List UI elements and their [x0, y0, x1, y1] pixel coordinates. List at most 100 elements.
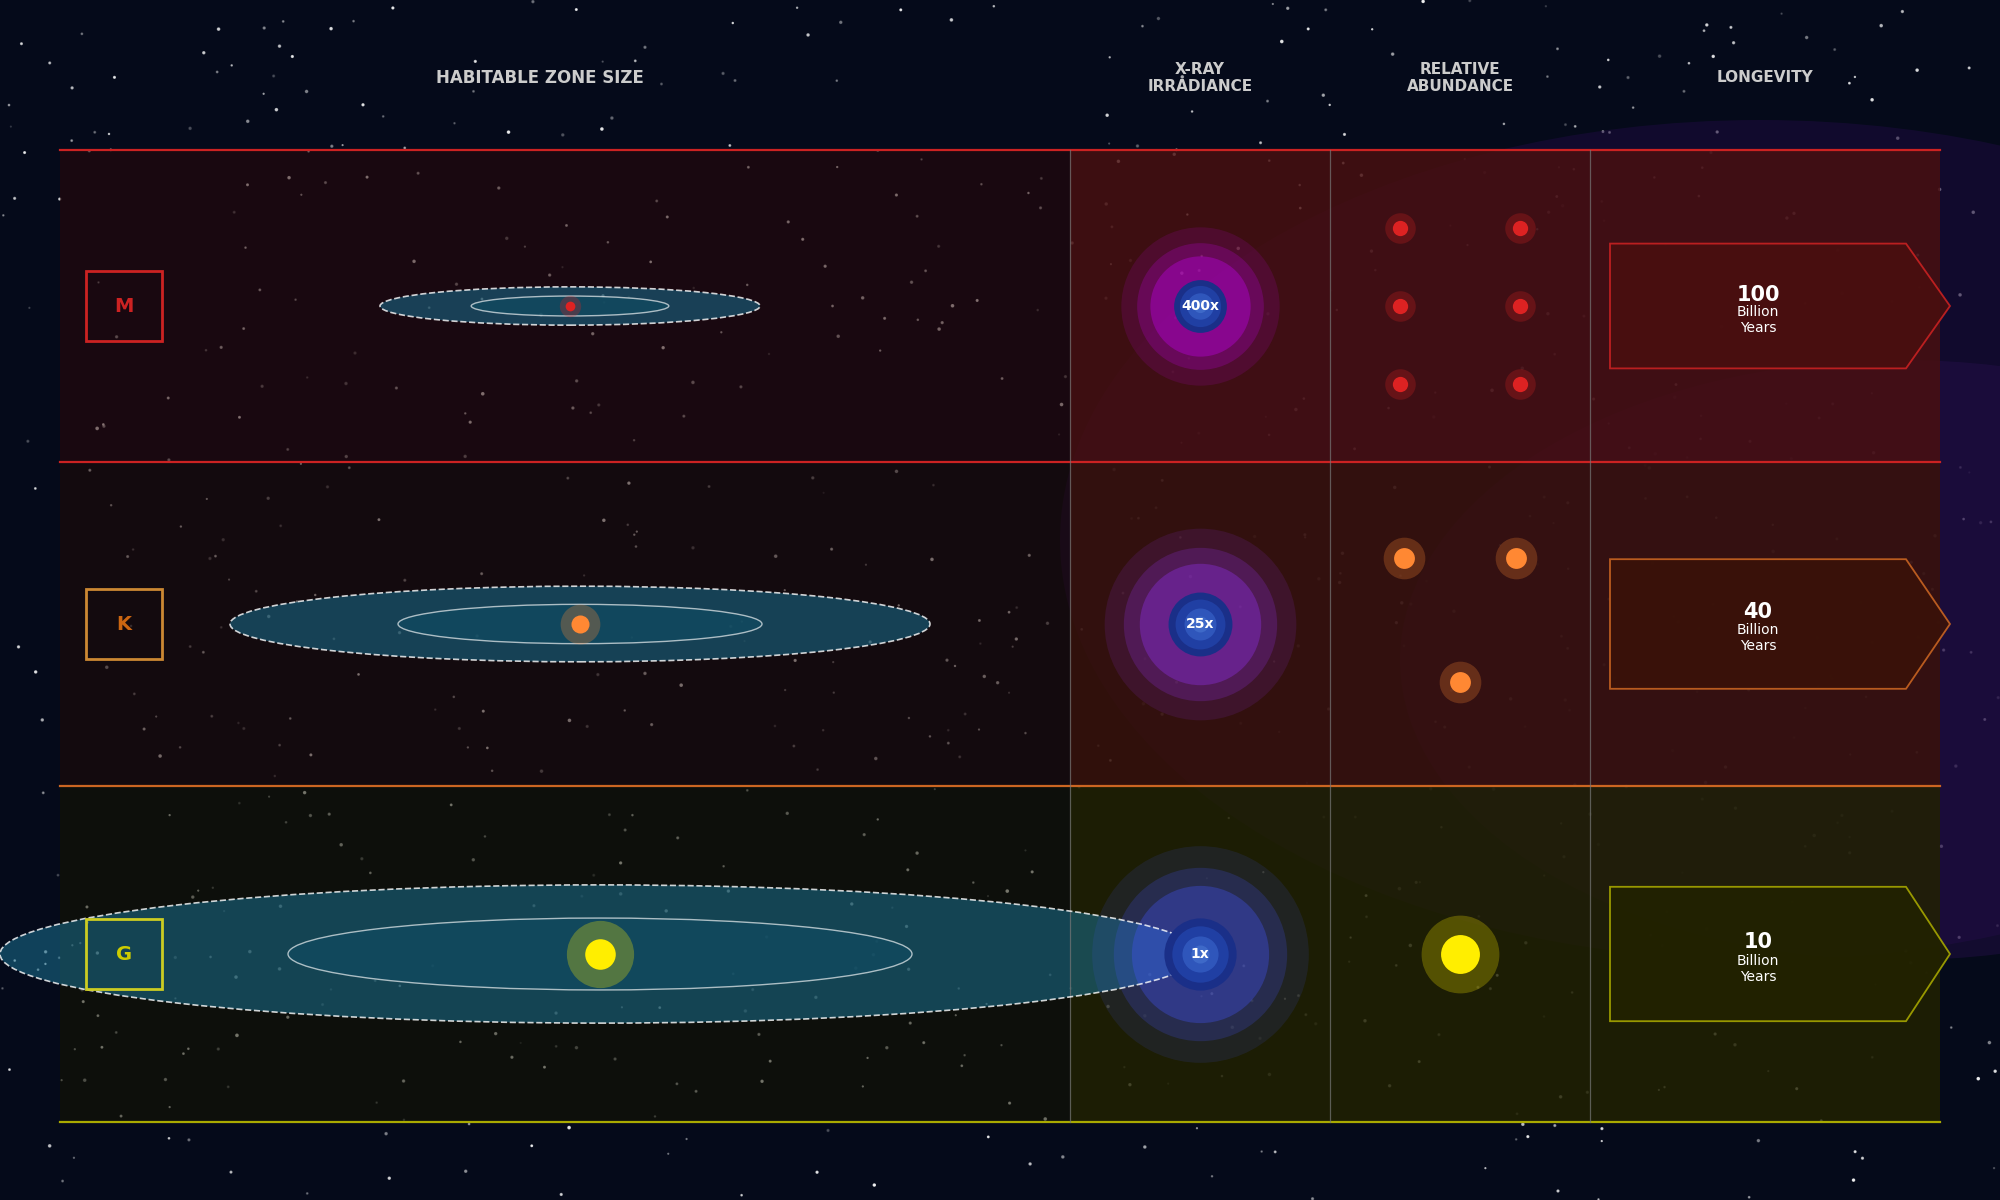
Point: [818, 653, 850, 672]
Point: [476, 761, 508, 780]
Point: [1290, 528, 1322, 547]
Point: [206, 618, 238, 637]
Point: [1010, 841, 1042, 860]
Point: [1160, 672, 1192, 691]
Point: [1600, 994, 1632, 1013]
Point: [352, 168, 384, 187]
Point: [1064, 778, 1096, 797]
Point: [330, 446, 362, 466]
Point: [1948, 510, 1980, 529]
Point: [1554, 701, 1586, 720]
Point: [812, 1121, 844, 1140]
Point: [1394, 594, 1426, 613]
Point: [854, 632, 886, 652]
Point: [556, 398, 588, 418]
Point: [712, 882, 744, 901]
Point: [1768, 552, 1800, 571]
Point: [1510, 718, 1542, 737]
Point: [164, 738, 196, 757]
Point: [370, 1124, 402, 1144]
Point: [968, 667, 1000, 686]
Point: [1180, 1118, 1212, 1138]
Point: [572, 716, 604, 736]
Point: [194, 947, 226, 966]
Point: [1408, 0, 1440, 11]
Point: [316, 137, 348, 156]
Point: [994, 683, 1026, 702]
Point: [1916, 580, 1948, 599]
Point: [634, 252, 666, 271]
Point: [1128, 1006, 1160, 1025]
Point: [1502, 1104, 1534, 1123]
Point: [1512, 1127, 1544, 1146]
Point: [1254, 151, 1286, 170]
Point: [1422, 1025, 1454, 1044]
Point: [140, 707, 172, 726]
Point: [526, 762, 558, 781]
Point: [1196, 1166, 1228, 1186]
Text: G: G: [116, 944, 132, 964]
Point: [1658, 388, 1690, 407]
Point: [982, 673, 1014, 692]
Point: [468, 702, 500, 721]
Point: [194, 548, 226, 568]
Point: [326, 835, 358, 854]
Point: [374, 1169, 406, 1188]
Point: [608, 701, 640, 720]
Point: [206, 337, 238, 356]
Point: [74, 142, 106, 161]
Point: [730, 1001, 762, 1020]
Point: [1114, 251, 1146, 270]
Point: [264, 896, 296, 916]
Point: [994, 1093, 1026, 1112]
Point: [1822, 814, 1854, 833]
Point: [1528, 1007, 1560, 1026]
Point: [1248, 863, 1280, 882]
Point: [824, 13, 856, 32]
Point: [190, 490, 222, 509]
Point: [620, 522, 652, 541]
Point: [208, 901, 240, 920]
Point: [310, 173, 342, 192]
Point: [1572, 1082, 1604, 1102]
Point: [228, 319, 260, 338]
Point: [628, 37, 660, 56]
Point: [274, 168, 306, 187]
Point: [1528, 487, 1560, 506]
Point: [1582, 835, 1614, 854]
Point: [800, 988, 832, 1007]
Point: [1962, 1069, 1994, 1088]
Point: [1282, 636, 1314, 655]
Point: [802, 760, 834, 779]
Point: [918, 780, 950, 799]
Point: [600, 1049, 632, 1068]
Point: [454, 1115, 486, 1134]
Point: [1244, 1028, 1276, 1048]
Point: [112, 547, 144, 566]
Point: [86, 1038, 118, 1057]
Point: [436, 796, 468, 815]
Text: 40: 40: [1744, 602, 1772, 623]
Point: [248, 18, 280, 37]
Point: [1882, 128, 1914, 148]
Point: [1974, 512, 2000, 532]
Point: [1586, 192, 1618, 211]
Point: [72, 913, 104, 932]
Point: [1164, 528, 1196, 547]
Point: [1126, 17, 1158, 36]
Point: [90, 658, 122, 677]
Point: [414, 298, 446, 317]
Point: [816, 540, 848, 559]
Point: [1552, 559, 1584, 578]
Point: [1656, 742, 1688, 761]
Point: [1592, 589, 1624, 608]
Circle shape: [1060, 120, 2000, 960]
Text: HABITABLE ZONE SIZE: HABITABLE ZONE SIZE: [436, 68, 644, 86]
Point: [1538, 514, 1570, 533]
Point: [1614, 438, 1646, 457]
Point: [468, 827, 500, 846]
Point: [1356, 241, 1388, 260]
Point: [452, 738, 484, 757]
Point: [1706, 317, 1738, 336]
Point: [746, 1072, 778, 1091]
